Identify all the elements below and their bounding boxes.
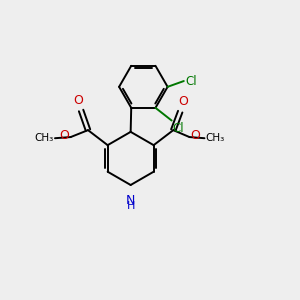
Text: O: O <box>74 94 83 107</box>
Text: CH₃: CH₃ <box>206 133 225 143</box>
Text: CH₃: CH₃ <box>34 133 54 143</box>
Text: O: O <box>190 129 200 142</box>
Text: H: H <box>127 201 135 211</box>
Text: N: N <box>126 194 135 207</box>
Text: Cl: Cl <box>173 122 184 135</box>
Text: O: O <box>178 95 188 108</box>
Text: O: O <box>60 129 70 142</box>
Text: Cl: Cl <box>185 74 197 88</box>
